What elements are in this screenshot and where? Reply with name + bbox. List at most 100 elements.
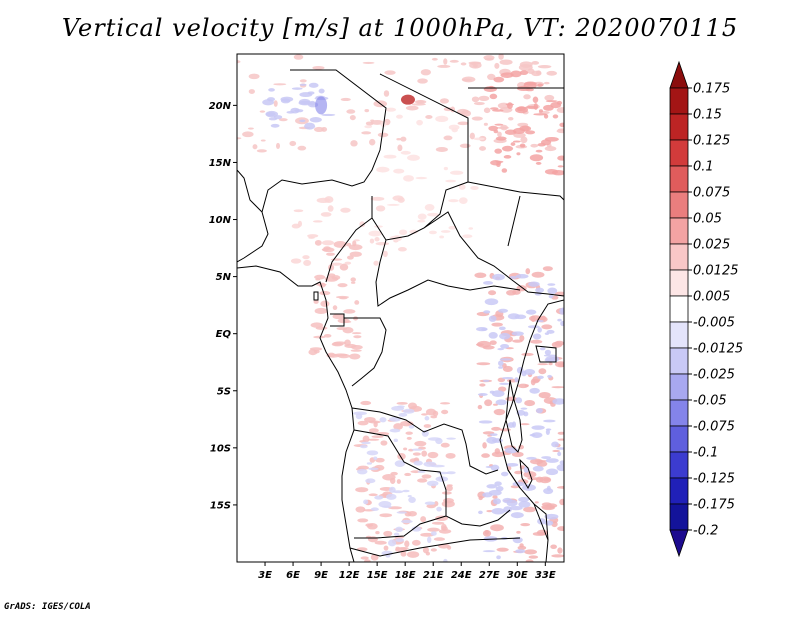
field-blob	[400, 519, 413, 524]
field-blob	[557, 155, 564, 161]
field-blob	[449, 170, 464, 175]
field-blob	[532, 531, 546, 536]
field-blob	[427, 527, 440, 532]
colorbar-label: -0.0125	[693, 342, 743, 357]
field-blob	[491, 451, 505, 458]
field-blob	[393, 532, 400, 536]
field-blob	[411, 448, 423, 451]
field-blob	[520, 423, 530, 426]
field-blob	[237, 60, 241, 64]
field-blob	[547, 283, 556, 286]
colorbar-label: 0.075	[693, 186, 730, 201]
field-blob	[367, 438, 380, 441]
field-blob	[320, 212, 332, 217]
field-blob	[557, 318, 562, 322]
field-blob	[276, 142, 281, 150]
field-blob	[396, 114, 403, 119]
field-blob	[339, 297, 348, 300]
field-blob	[320, 300, 330, 307]
field-blob	[406, 436, 412, 440]
field-blob	[511, 451, 524, 457]
colorbar-segment	[669, 451, 689, 479]
colorbar-segment	[669, 399, 689, 427]
field-blob	[486, 509, 493, 513]
field-blob	[396, 479, 401, 484]
colorbar-segment	[669, 347, 689, 375]
field-blob	[394, 460, 406, 468]
field-blob	[525, 559, 534, 562]
field-blob	[411, 103, 426, 106]
field-blob	[368, 230, 382, 237]
field-blob	[489, 340, 497, 345]
field-blob	[430, 531, 437, 536]
field-blob	[537, 64, 552, 69]
field-blob	[524, 384, 529, 387]
colorbar-segment	[669, 373, 689, 401]
field-blob	[533, 103, 538, 110]
field-blob	[433, 537, 446, 541]
field-blob	[385, 107, 397, 112]
y-tick-label: 10S	[210, 443, 231, 454]
field-blob	[523, 506, 536, 513]
field-blob	[445, 179, 457, 183]
field-blob	[551, 441, 559, 448]
field-blob	[421, 474, 432, 479]
field-blob	[314, 239, 322, 246]
field-blob	[417, 78, 428, 84]
field-blob	[544, 513, 559, 520]
field-blob	[533, 113, 547, 116]
field-blob	[362, 61, 375, 64]
field-blob	[474, 272, 487, 279]
field-blob	[349, 251, 362, 257]
field-blob	[537, 83, 544, 87]
field-blob	[557, 547, 563, 554]
field-blob	[352, 240, 357, 247]
colorbar-segment	[669, 477, 689, 505]
y-tick-label: 20N	[209, 101, 232, 112]
field-blob	[481, 453, 490, 458]
field-blob	[344, 339, 351, 347]
field-blob	[531, 432, 543, 439]
field-blob	[506, 499, 518, 507]
field-blob	[366, 450, 379, 456]
field-blob	[468, 227, 474, 230]
field-blob	[519, 335, 525, 342]
field-blob	[475, 327, 488, 332]
field-blob	[541, 504, 555, 509]
field-blob	[519, 543, 524, 548]
field-blob	[350, 344, 363, 350]
field-blob	[359, 444, 368, 449]
field-blob	[427, 536, 432, 544]
field-blob	[382, 473, 396, 481]
field-blob	[483, 122, 488, 126]
field-blob	[309, 347, 323, 351]
field-blob	[330, 262, 343, 266]
field-blob	[488, 125, 499, 131]
field-blob	[530, 315, 536, 322]
field-blob	[491, 390, 505, 398]
field-blob	[262, 99, 275, 106]
field-blob	[525, 309, 537, 315]
field-blob	[414, 440, 427, 447]
map-outlines	[237, 69, 564, 562]
x-tick-label: 24E	[451, 570, 472, 581]
field-blob	[273, 115, 283, 120]
field-blob	[512, 481, 525, 487]
field-blob	[417, 478, 428, 483]
x-tick-label: 18E	[395, 570, 416, 581]
field-blob	[543, 81, 550, 85]
field-blob	[293, 209, 304, 213]
field-blob	[551, 386, 564, 389]
field-blob	[395, 526, 404, 533]
colorbar-segment	[669, 113, 689, 141]
field-blob	[551, 341, 563, 348]
field-blob	[529, 387, 540, 394]
field-blob	[507, 102, 513, 110]
field-blob	[543, 104, 554, 111]
field-blob	[403, 175, 415, 182]
field-blob	[324, 196, 334, 203]
field-blob	[422, 546, 429, 554]
field-blob	[417, 219, 426, 223]
field-blob	[488, 290, 497, 296]
field-blob	[326, 252, 335, 256]
